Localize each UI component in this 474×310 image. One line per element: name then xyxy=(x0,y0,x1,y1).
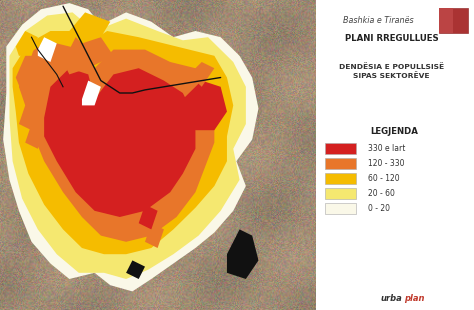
Polygon shape xyxy=(16,31,38,56)
Polygon shape xyxy=(63,37,113,74)
Text: plan: plan xyxy=(404,294,425,303)
Polygon shape xyxy=(227,229,258,279)
Text: 120 - 330: 120 - 330 xyxy=(368,159,404,168)
Polygon shape xyxy=(82,81,101,105)
Text: 20 - 60: 20 - 60 xyxy=(368,189,394,198)
Bar xyxy=(325,158,356,169)
Text: PLANI RREGULLUES: PLANI RREGULLUES xyxy=(345,34,438,43)
Polygon shape xyxy=(9,12,246,279)
Polygon shape xyxy=(145,223,164,248)
Polygon shape xyxy=(25,124,44,149)
Text: Bashkia e Tiranës: Bashkia e Tiranës xyxy=(344,16,414,25)
Text: urba: urba xyxy=(381,294,402,303)
Polygon shape xyxy=(183,81,227,130)
Polygon shape xyxy=(139,205,157,229)
Polygon shape xyxy=(38,37,57,62)
Bar xyxy=(325,203,356,214)
Polygon shape xyxy=(3,3,258,291)
Polygon shape xyxy=(76,136,94,161)
Text: SIPAS SEKTORËVE: SIPAS SEKTORËVE xyxy=(353,73,429,79)
Polygon shape xyxy=(44,68,195,217)
Bar xyxy=(325,143,356,154)
Text: 330 e lart: 330 e lart xyxy=(368,144,405,153)
Text: 60 - 120: 60 - 120 xyxy=(368,174,399,183)
Bar xyxy=(439,8,468,33)
Polygon shape xyxy=(170,118,189,143)
Text: 0 - 20: 0 - 20 xyxy=(368,204,390,213)
Bar xyxy=(325,173,356,184)
Polygon shape xyxy=(57,118,76,143)
Polygon shape xyxy=(126,260,145,279)
Text: LEGJENDA: LEGJENDA xyxy=(371,127,419,136)
Text: DENDËSIA E POPULLSISË: DENDËSIA E POPULLSISË xyxy=(339,63,444,70)
Bar xyxy=(439,8,453,33)
Polygon shape xyxy=(13,31,233,254)
Polygon shape xyxy=(189,62,214,87)
Polygon shape xyxy=(69,12,110,43)
Polygon shape xyxy=(19,105,38,130)
Polygon shape xyxy=(16,43,57,93)
Bar xyxy=(325,188,356,199)
Polygon shape xyxy=(19,43,214,242)
